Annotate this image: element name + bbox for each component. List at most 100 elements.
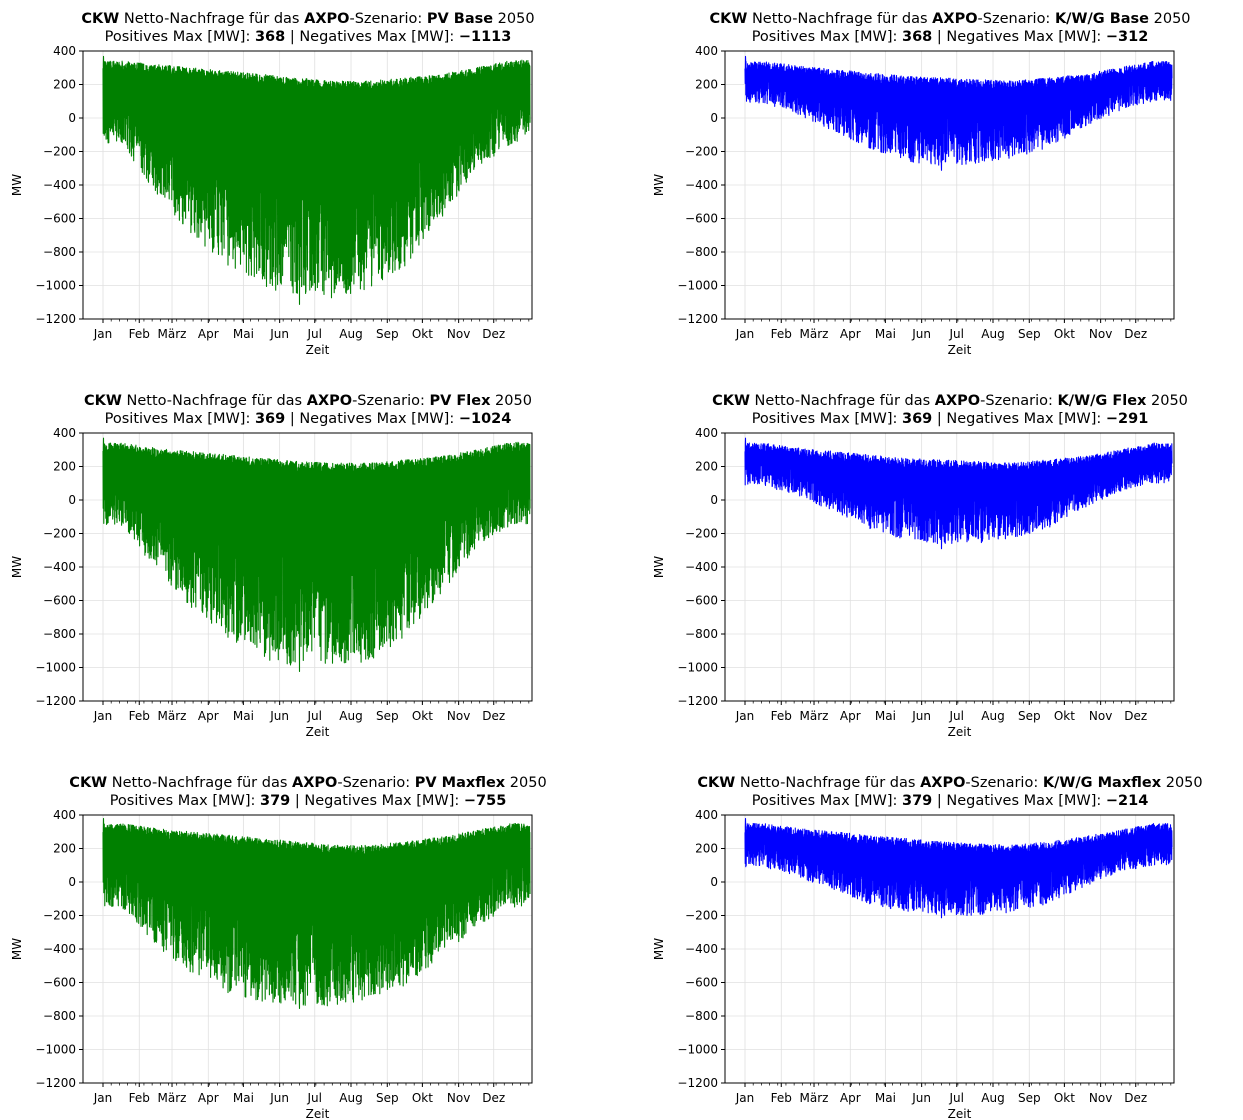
x-tick-label: Aug [339, 709, 362, 723]
chart-title: CKW Netto-Nachfrage für das AXPO-Szenari… [709, 11, 1190, 27]
x-tick-label: Aug [981, 709, 1004, 723]
x-tick-label: Jul [307, 327, 322, 341]
chart-panel-4: 400 200 0 −200 −400 −600 −800 −1000 −1200 Jan Feb M… [652, 393, 1188, 739]
y-tick-label: −200 [43, 909, 76, 923]
x-tick-label: Mai [875, 327, 896, 341]
y-tick-label: 0 [710, 493, 718, 507]
y-tick-label: 400 [695, 808, 718, 822]
x-tick-label: Okt [412, 1091, 433, 1105]
y-tick-label: 200 [53, 842, 76, 856]
x-tick-label: Jun [269, 1091, 289, 1105]
y-tick-label: −1000 [677, 1043, 718, 1057]
x-tick-label: Aug [981, 327, 1004, 341]
chart-subtitle: Positives Max [MW]: 379 | Negatives Max … [110, 793, 507, 809]
x-tick-label: Feb [771, 709, 792, 723]
y-tick-label: −1200 [677, 312, 718, 326]
y-tick-label: −1000 [35, 1043, 76, 1057]
x-tick-label: Jul [949, 327, 964, 341]
x-axis-label: Zeit [948, 725, 972, 739]
y-tick-label: 400 [53, 44, 76, 58]
y-tick-label: 0 [710, 875, 718, 889]
chart-subtitle: Positives Max [MW]: 369 | Negatives Max … [105, 411, 512, 427]
x-tick-label: Jan [735, 709, 755, 723]
x-tick-label: Dez [482, 327, 505, 341]
x-tick-label: Apr [840, 1091, 861, 1105]
x-tick-label: Nov [1089, 709, 1112, 723]
y-tick-label: −400 [43, 942, 76, 956]
y-tick-label: −800 [43, 1009, 76, 1023]
y-tick-label: −1200 [35, 312, 76, 326]
x-tick-label: Sep [376, 1091, 399, 1105]
x-tick-label: Okt [412, 327, 433, 341]
x-tick-label: Jan [93, 709, 113, 723]
x-tick-label: Mai [233, 327, 254, 341]
chart-panel-1: 400 200 0 −200 −400 −600 −800 −1000 −1200 Jan Feb M… [10, 11, 535, 357]
series-line [744, 437, 1173, 550]
y-tick-label: −1200 [677, 1076, 718, 1090]
chart-title: CKW Netto-Nachfrage für das AXPO-Szenari… [69, 775, 546, 791]
x-tick-label: März [158, 327, 187, 341]
chart-subtitle: Positives Max [MW]: 369 | Negatives Max … [752, 411, 1149, 427]
series-line [744, 55, 1173, 171]
series-line [102, 817, 531, 1010]
y-axis-label: MW [652, 556, 666, 578]
x-axis-label: Zeit [306, 343, 330, 357]
y-tick-label: 400 [695, 426, 718, 440]
x-tick-label: Dez [482, 709, 505, 723]
y-tick-label: 200 [695, 842, 718, 856]
y-tick-label: 0 [68, 875, 76, 889]
x-tick-label: Okt [1054, 709, 1075, 723]
y-axis-label: MW [10, 174, 24, 196]
y-tick-label: −200 [685, 527, 718, 541]
y-tick-label: −200 [685, 909, 718, 923]
x-tick-label: März [800, 709, 829, 723]
x-axis-label: Zeit [948, 343, 972, 357]
chart-panel-3: 400 200 0 −200 −400 −600 −800 −1000 −1200 Jan Feb M… [10, 393, 533, 739]
y-tick-label: 200 [695, 460, 718, 474]
y-tick-label: 400 [53, 808, 76, 822]
y-tick-label: 200 [695, 78, 718, 92]
x-tick-label: Feb [771, 327, 792, 341]
chart-panel-6: 400 200 0 −200 −400 −600 −800 −1000 −1200 Jan Feb M… [652, 775, 1203, 1120]
y-tick-label: −200 [43, 527, 76, 541]
x-tick-label: Jun [269, 327, 289, 341]
x-tick-label: Apr [198, 1091, 219, 1105]
x-tick-label: März [800, 327, 829, 341]
y-tick-label: −600 [43, 594, 76, 608]
x-axis-label: Zeit [306, 725, 330, 739]
x-tick-label: Jun [911, 327, 931, 341]
x-tick-label: Jul [307, 1091, 322, 1105]
x-tick-label: Sep [376, 709, 399, 723]
chart-subtitle: Positives Max [MW]: 368 | Negatives Max … [105, 29, 512, 45]
y-tick-label: −400 [685, 178, 718, 192]
x-tick-label: Aug [339, 327, 362, 341]
x-tick-label: Apr [840, 709, 861, 723]
y-tick-label: −800 [43, 245, 76, 259]
y-tick-label: −1000 [35, 661, 76, 675]
y-tick-label: 400 [53, 426, 76, 440]
y-tick-label: −400 [43, 560, 76, 574]
y-tick-label: −800 [43, 627, 76, 641]
y-tick-label: −600 [685, 594, 718, 608]
x-tick-label: Dez [1124, 327, 1147, 341]
y-axis-label: MW [10, 556, 24, 578]
x-tick-label: Nov [447, 1091, 470, 1105]
x-tick-label: Dez [1124, 709, 1147, 723]
x-tick-label: Jul [949, 709, 964, 723]
x-tick-label: Nov [1089, 1091, 1112, 1105]
y-tick-label: −1200 [35, 1076, 76, 1090]
x-tick-label: Feb [771, 1091, 792, 1105]
x-tick-label: Mai [233, 1091, 254, 1105]
y-tick-label: 200 [53, 460, 76, 474]
y-tick-label: −600 [43, 212, 76, 226]
x-tick-label: Dez [482, 1091, 505, 1105]
y-tick-label: −400 [685, 942, 718, 956]
y-axis-label: MW [652, 938, 666, 960]
x-tick-label: Aug [981, 1091, 1004, 1105]
y-tick-label: 0 [710, 111, 718, 125]
x-tick-label: Jan [93, 1091, 113, 1105]
y-tick-label: −1000 [677, 661, 718, 675]
x-tick-label: Apr [198, 709, 219, 723]
